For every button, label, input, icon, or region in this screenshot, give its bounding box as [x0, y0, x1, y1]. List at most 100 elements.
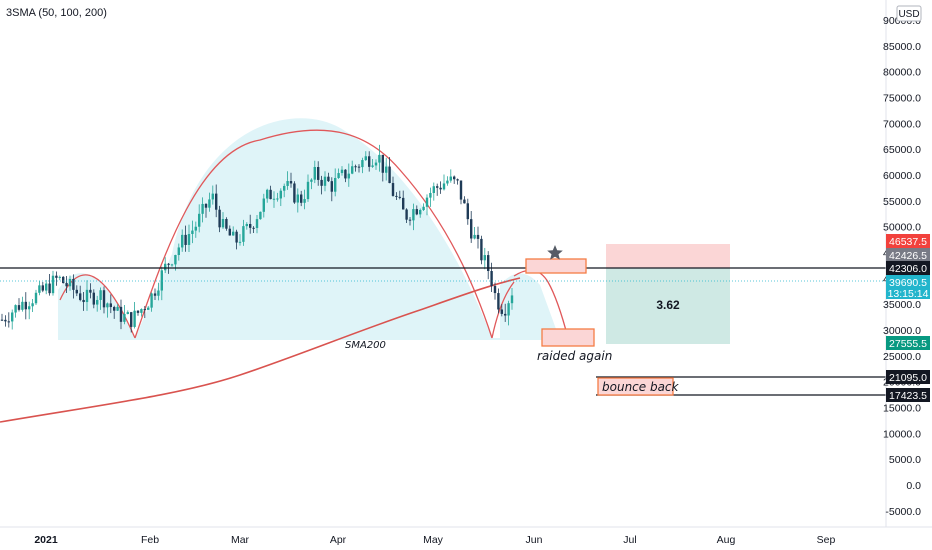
candle-body — [276, 198, 279, 200]
price-tick-label: 0.0 — [906, 480, 921, 492]
price-tick-label: 5000.0 — [889, 454, 921, 466]
candle-body — [51, 275, 55, 294]
candle-body — [164, 263, 167, 271]
svg-text:17423.5: 17423.5 — [889, 390, 927, 402]
candle-body — [96, 299, 99, 305]
candle-body — [419, 210, 422, 215]
candle-body — [327, 176, 330, 182]
candle-body — [340, 169, 344, 174]
candle-body — [187, 233, 191, 245]
candle-body — [14, 305, 17, 313]
candle-body — [357, 166, 361, 168]
candle-body — [68, 278, 72, 287]
candle-body — [429, 192, 432, 198]
candle-body — [300, 194, 303, 203]
candle-body — [487, 255, 490, 271]
candle-body — [17, 305, 21, 310]
candle-body — [153, 293, 157, 296]
candle-body — [136, 310, 140, 313]
price-tick-label: 70000.0 — [883, 118, 921, 130]
svg-text:27555.5: 27555.5 — [889, 338, 927, 350]
candle-body — [313, 166, 316, 180]
time-tick-label: Sep — [817, 534, 836, 546]
time-tick-label: Jun — [526, 534, 543, 546]
candle-body — [242, 226, 245, 242]
candle-body — [38, 285, 41, 293]
candle-body — [232, 231, 235, 236]
candle-body — [374, 162, 378, 166]
candle-body — [92, 292, 95, 305]
candle-body — [459, 180, 463, 200]
candle-body — [368, 156, 371, 167]
candle-body — [238, 241, 242, 243]
candle-body — [449, 176, 452, 181]
time-axis[interactable]: 2021 Feb Mar Apr May Jun Jul Aug Sep — [34, 534, 835, 546]
price-tag-support-1: 21095.0 — [886, 370, 930, 384]
candle-body — [58, 276, 61, 278]
take-profit-zone[interactable] — [606, 268, 730, 344]
candle-body — [306, 181, 310, 200]
svg-text:39690.5: 39690.5 — [889, 277, 927, 289]
candle-body — [510, 295, 514, 304]
candle-body — [303, 199, 306, 203]
svg-text:21095.0: 21095.0 — [889, 372, 927, 384]
candle-body — [507, 303, 510, 316]
candle-body — [415, 209, 418, 215]
stop-loss-zone[interactable] — [606, 244, 730, 268]
candle-body — [337, 173, 340, 178]
candle-body — [174, 255, 177, 265]
candle-body — [245, 224, 248, 227]
raid-box[interactable] — [541, 328, 595, 347]
price-tick-label: 50000.0 — [883, 222, 921, 234]
candle-body — [259, 211, 262, 220]
candle-body — [330, 181, 333, 192]
candle-body — [65, 283, 68, 287]
candle-body — [109, 303, 112, 308]
price-tick-label: 15000.0 — [883, 403, 921, 415]
candle-body — [289, 181, 293, 184]
price-tick-label: 30000.0 — [883, 325, 921, 337]
candle-body — [208, 199, 211, 208]
indicator-legend[interactable]: 3SMA (50, 100, 200) — [6, 7, 107, 19]
retest-box[interactable] — [525, 258, 587, 274]
candle-body — [194, 226, 197, 231]
candle-body — [296, 194, 299, 203]
candle-body — [432, 186, 435, 193]
candle-body — [79, 293, 82, 300]
candle-body — [167, 263, 170, 265]
star-icon — [547, 245, 563, 260]
candle-body — [371, 165, 374, 167]
candle-body — [133, 310, 136, 327]
candle-body — [320, 179, 323, 186]
candle-body — [126, 312, 129, 314]
price-tick-label: 65000.0 — [883, 144, 921, 156]
candle-body — [500, 309, 503, 314]
candle-body — [116, 306, 119, 311]
raided-again-label: raided again — [537, 349, 612, 363]
currency-badge[interactable] — [896, 5, 922, 22]
candle-body — [215, 193, 218, 210]
sma200-line — [0, 277, 521, 423]
candle-body — [463, 199, 466, 204]
candle-body — [34, 292, 38, 304]
candle-body — [147, 307, 150, 310]
candle-body — [143, 309, 146, 311]
candle-body — [82, 299, 85, 303]
candle-body — [204, 203, 208, 208]
price-tick-label: 60000.0 — [883, 170, 921, 182]
candle-body — [483, 255, 486, 261]
price-tick-label: 25000.0 — [883, 351, 921, 363]
candle-body — [402, 197, 405, 210]
candle-body — [412, 209, 415, 221]
price-tag-support-2: 17423.5 — [886, 388, 930, 402]
candle-body — [150, 293, 153, 308]
svg-text:42426.5: 42426.5 — [889, 250, 927, 262]
bounce-back-box[interactable] — [597, 377, 674, 396]
candle-body — [249, 224, 252, 228]
candle-body — [269, 189, 272, 200]
candle-body — [504, 313, 507, 316]
candle-body — [442, 183, 446, 190]
bounce-back-label: bounce back — [602, 380, 680, 394]
candle-body — [225, 218, 228, 229]
